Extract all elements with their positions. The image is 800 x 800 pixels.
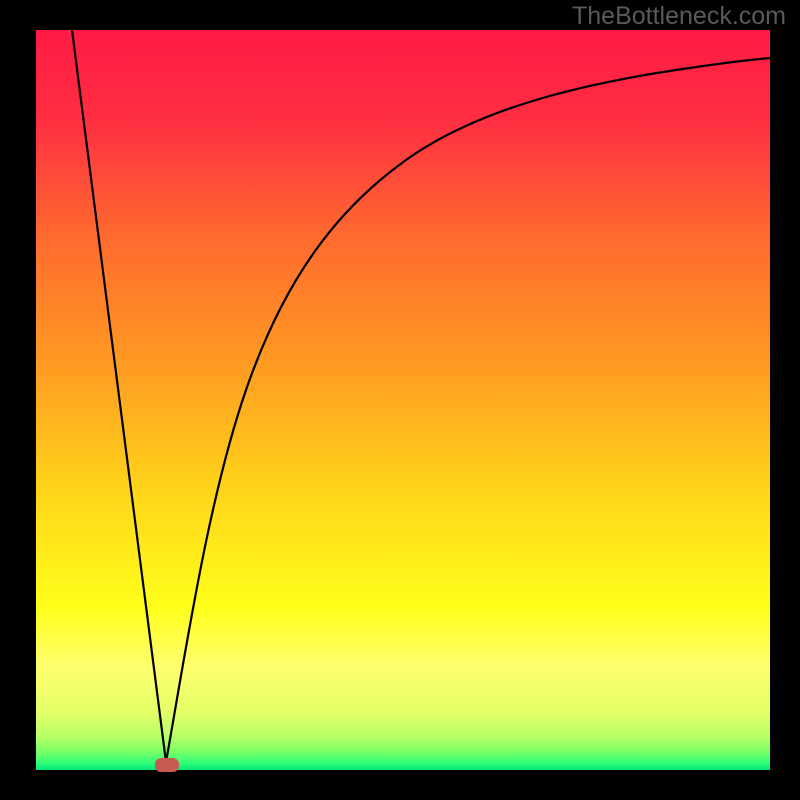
- minimum-marker: [155, 758, 179, 772]
- plot-area: [36, 30, 770, 770]
- watermark-text: TheBottleneck.com: [572, 2, 786, 31]
- chart-container: TheBottleneck.com: [0, 0, 800, 800]
- gradient-background: [36, 30, 770, 770]
